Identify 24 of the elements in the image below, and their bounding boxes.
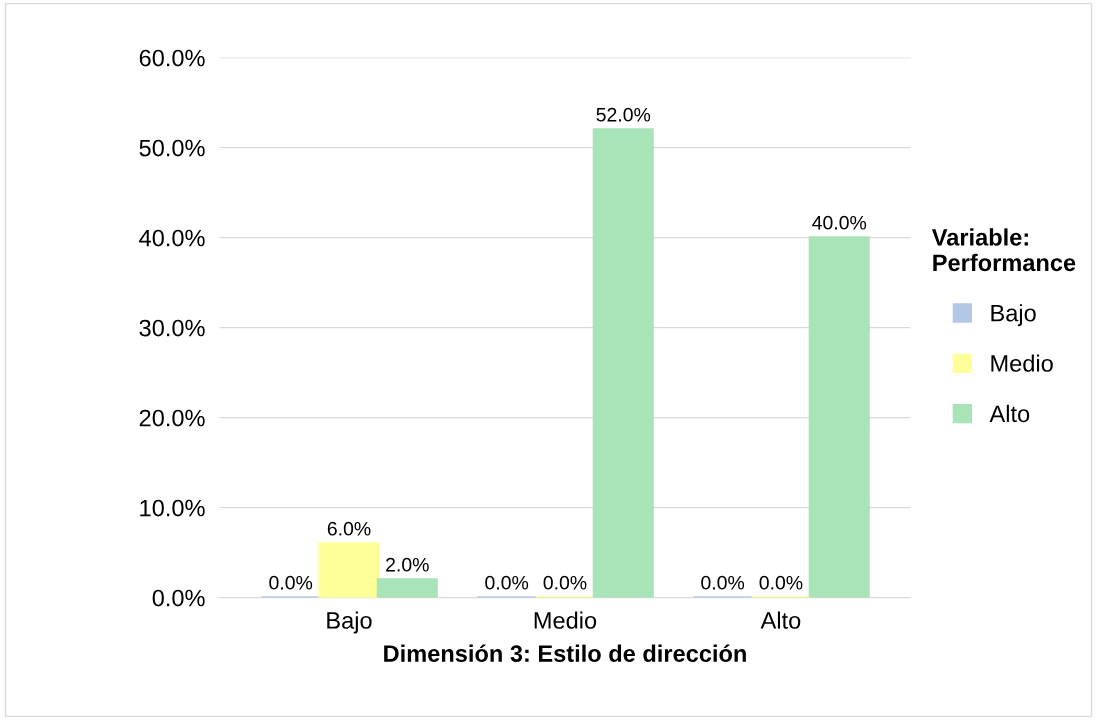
legend-label: Medio	[991, 354, 1053, 372]
data-label: 0.0%	[543, 575, 587, 590]
data-label: 6.0%	[327, 521, 371, 536]
data-label: 0.0%	[269, 575, 313, 590]
x-tick-label: Alto	[760, 611, 801, 629]
legend-title: Variable: Performance	[931, 228, 1076, 272]
y-tick-label: 0.0%	[152, 589, 205, 607]
y-tick-label: 60.0%	[139, 49, 205, 67]
data-label: 40.0%	[812, 215, 867, 230]
x-axis-title: Dimensión 3: Estilo de dirección	[384, 644, 746, 662]
y-tick-label: 20.0%	[139, 409, 205, 427]
data-label: 2.0%	[386, 557, 429, 572]
x-tick-label: Bajo	[327, 611, 372, 634]
y-tick-label: 30.0%	[139, 319, 205, 337]
data-label: 0.0%	[485, 575, 529, 590]
y-tick-label: 10.0%	[140, 499, 205, 517]
data-label: 0.0%	[759, 575, 803, 590]
data-label: 52.0%	[596, 107, 651, 122]
x-tick-label: Medio	[534, 611, 597, 629]
data-label: 0.0%	[701, 575, 745, 590]
legend-label: Bajo	[991, 304, 1036, 327]
y-tick-label: 40.0%	[139, 229, 205, 247]
legend-label: Alto	[989, 404, 1030, 423]
y-tick-label: 50.0%	[139, 139, 205, 157]
